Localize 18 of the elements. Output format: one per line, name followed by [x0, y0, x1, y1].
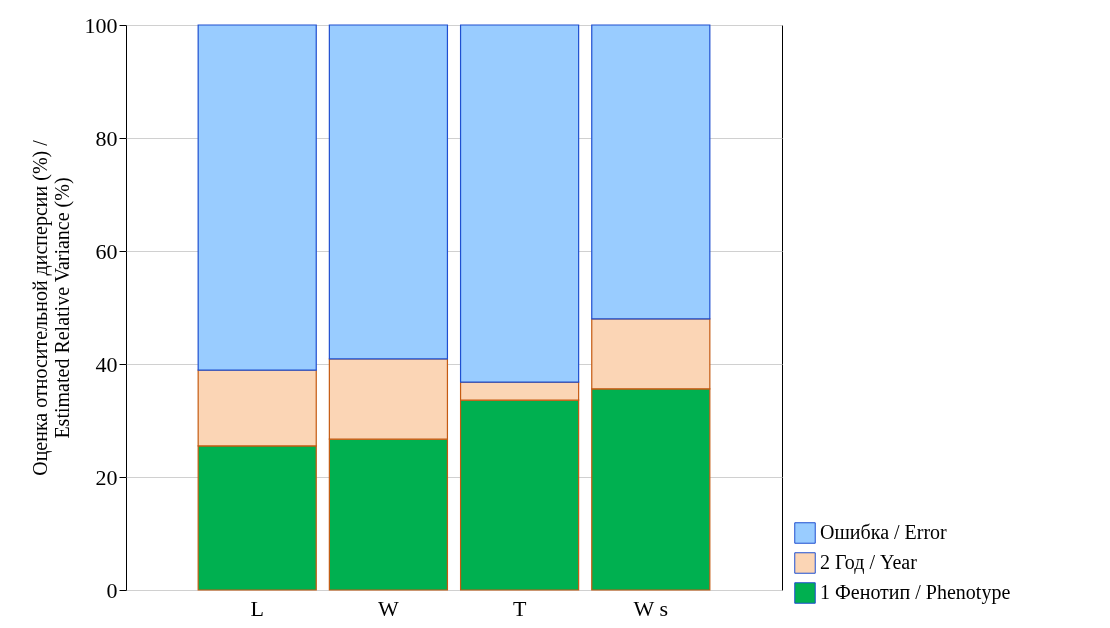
y-axis-title: Оценка относительной дисперсии (%) / Estimated Relative Variance (%): [28, 139, 74, 476]
x-tick-label: W s: [633, 595, 669, 621]
bar: [328, 24, 449, 360]
x-tick-label: L: [250, 595, 264, 621]
y-tick-label: 60: [95, 238, 118, 264]
y-tick-label: 100: [84, 12, 118, 38]
bar: [197, 24, 317, 371]
legend-label: 1 Фенотип / Phenotype: [820, 581, 1011, 604]
bar: [591, 24, 711, 320]
bar: [459, 24, 580, 383]
x-tick-label: T: [512, 595, 527, 621]
x-tick-label: W: [378, 595, 400, 621]
y-tick-label: 20: [95, 464, 118, 490]
y-tick-label: 40: [95, 351, 118, 377]
legend-label: 2 Год / Year: [820, 551, 918, 574]
legend-label: Ошибка / Error: [820, 521, 948, 543]
y-tick-label: 0: [106, 577, 118, 603]
y-tick-label: 80: [95, 125, 118, 151]
